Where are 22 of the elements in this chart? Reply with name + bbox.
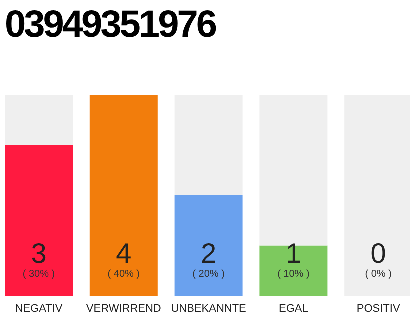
annotation: ( 20% ) — [192, 269, 225, 280]
bar — [174, 196, 243, 296]
x-tick-label: VERWIRREND — [86, 303, 162, 315]
data-label: 1 — [286, 238, 302, 269]
x-tick-label: NEGATIV — [15, 303, 64, 315]
x-tick-label: UNBEKANNTE — [171, 303, 246, 315]
annotation: ( 30% ) — [22, 269, 56, 280]
bar — [5, 95, 73, 146]
data-label: 3 — [31, 238, 47, 269]
bar — [174, 95, 243, 196]
x-tick-label: POSITIV — [356, 303, 401, 315]
bar — [90, 95, 158, 296]
data-label: 2 — [201, 238, 217, 269]
annotation: ( 40% ) — [108, 269, 140, 280]
annotation: ( 0% ) — [365, 269, 392, 280]
annotation: 0 — [370, 238, 386, 269]
x-tick-label: EGAL — [279, 303, 308, 315]
annotation: ( 10% ) — [278, 269, 310, 280]
data-label: 4 — [116, 238, 132, 269]
bar — [260, 246, 328, 296]
bar — [5, 145, 73, 296]
chart-title: 03949351976 — [5, 4, 216, 46]
